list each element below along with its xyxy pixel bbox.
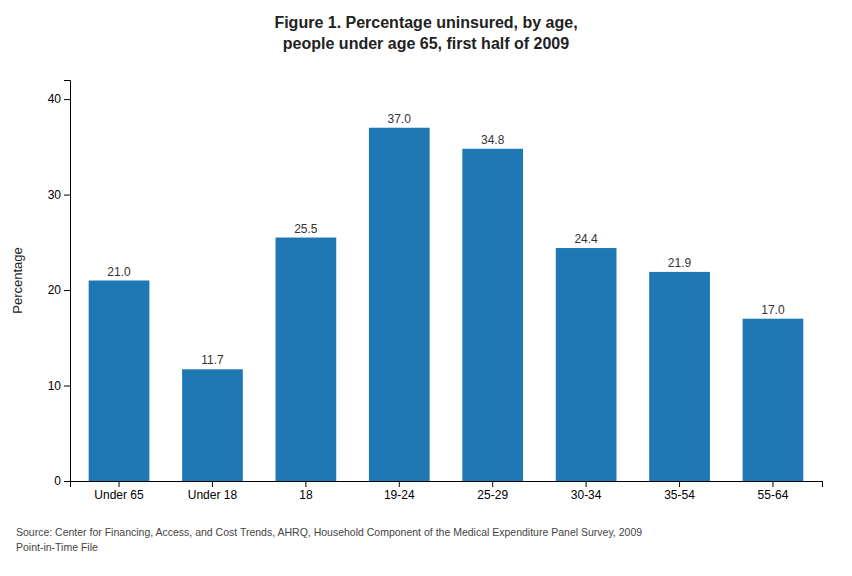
x-tick: 30-34 (571, 481, 602, 502)
data-label: 24.4 (574, 232, 598, 246)
y-tick-label: 0 (54, 474, 61, 488)
x-tick-label: 35-54 (664, 488, 695, 502)
data-label: 21.0 (107, 265, 131, 279)
x-tick: Under 18 (188, 481, 238, 502)
x-tick-label: 18 (299, 488, 313, 502)
title: Figure 1. Percentage uninsured, by age, p… (274, 14, 577, 52)
x-tick-mark (399, 481, 400, 487)
y-tick-mark (64, 290, 70, 291)
y-tick: 0 (54, 474, 70, 488)
x-axis: Under 65 Under 18 18 19-24 25-29 30-34 35-54 55… (71, 481, 823, 502)
bar (276, 238, 337, 481)
x-tick: 25-29 (477, 481, 508, 502)
y-tick-label: 20 (48, 283, 62, 297)
bar (462, 149, 523, 481)
y-axis-line (64, 81, 71, 482)
chart-svg: Figure 1. Percentage uninsured, by age, p… (0, 0, 852, 576)
data-labels: 21.0 11.7 25.5 37.0 34.8 24.4 21.9 17.0 (107, 112, 785, 368)
x-tick-label: Under 65 (94, 488, 144, 502)
y-tick-label: 30 (48, 188, 62, 202)
title-line: people under age 65, first half of 2009 (283, 35, 569, 52)
x-tick-label: 55-64 (758, 488, 789, 502)
x-axis-line (71, 482, 823, 488)
x-tick: 19-24 (384, 481, 415, 502)
x-tick: 35-54 (664, 481, 695, 502)
x-tick: Under 65 (94, 481, 144, 502)
data-label: 34.8 (481, 133, 505, 147)
x-tick-label: 30-34 (571, 488, 602, 502)
x-tick-mark (212, 481, 213, 487)
y-tick: 20 (48, 283, 70, 297)
x-tick-mark (772, 481, 773, 487)
bar (556, 248, 617, 481)
y-tick-mark (64, 386, 70, 387)
data-label: 21.9 (668, 256, 692, 270)
y-tick-mark (64, 99, 70, 100)
plot-area: 21.0 11.7 25.5 37.0 34.8 24.4 21.9 17.0 Under 65… (48, 81, 823, 502)
x-tick: 18 (299, 481, 313, 502)
x-tick-mark (305, 481, 306, 487)
title-line: Figure 1. Percentage uninsured, by age, (274, 14, 577, 31)
x-tick-mark (492, 481, 493, 487)
x-tick-mark (679, 481, 680, 487)
annotation: Source: Center for Financing, Access, an… (16, 526, 642, 553)
y-tick-label: 10 (48, 379, 62, 393)
data-label: 37.0 (388, 112, 412, 126)
data-label: 11.7 (201, 353, 224, 367)
x-tick: 55-64 (758, 481, 789, 502)
y-tick-mark (64, 481, 70, 482)
y-tick: 30 (48, 188, 70, 202)
data-label: 25.5 (294, 222, 318, 236)
bar (743, 319, 804, 481)
y-tick-label: 40 (48, 92, 62, 106)
bars (89, 128, 804, 481)
x-tick-mark (586, 481, 587, 487)
x-tick-label: 25-29 (477, 488, 508, 502)
bar (649, 272, 710, 481)
y-tick: 40 (48, 92, 70, 106)
annotation-line: Point-in-Time File (16, 541, 98, 553)
y-axis: 0 10 20 30 40 (48, 81, 71, 489)
bar (89, 281, 150, 482)
x-tick-label: Under 18 (188, 488, 238, 502)
y-axis-title: Percentage (10, 247, 25, 314)
annotation-line: Source: Center for Financing, Access, an… (16, 526, 642, 538)
x-tick-label: 19-24 (384, 488, 415, 502)
y-tick-mark (64, 195, 70, 196)
y-tick: 10 (48, 379, 70, 393)
data-label: 17.0 (761, 303, 785, 317)
x-tick-mark (119, 481, 120, 487)
bar (369, 128, 430, 481)
bar (182, 369, 243, 481)
